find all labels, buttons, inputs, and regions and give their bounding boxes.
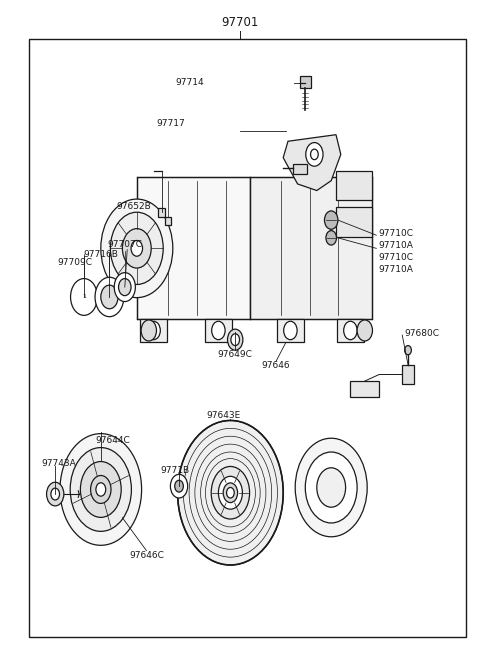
Circle shape <box>317 468 346 507</box>
Polygon shape <box>336 171 372 200</box>
Circle shape <box>122 229 151 268</box>
Text: 97646: 97646 <box>262 361 290 371</box>
Polygon shape <box>277 319 304 342</box>
Circle shape <box>96 483 106 496</box>
Circle shape <box>305 452 357 523</box>
Circle shape <box>405 346 411 355</box>
Circle shape <box>60 434 142 545</box>
Polygon shape <box>350 381 379 397</box>
Polygon shape <box>250 177 372 319</box>
Polygon shape <box>283 135 341 191</box>
Circle shape <box>80 461 121 518</box>
Polygon shape <box>205 319 232 342</box>
Text: 97646C: 97646C <box>129 551 164 560</box>
Circle shape <box>218 476 242 509</box>
Circle shape <box>91 476 111 503</box>
Polygon shape <box>402 365 414 384</box>
Polygon shape <box>158 208 171 225</box>
Text: 97701: 97701 <box>221 16 259 30</box>
Circle shape <box>284 321 297 340</box>
Circle shape <box>47 482 64 506</box>
Text: 97652B: 97652B <box>117 202 151 212</box>
Circle shape <box>227 487 234 498</box>
Text: 97710C: 97710C <box>378 253 413 262</box>
Text: 97709C: 97709C <box>57 258 92 267</box>
Circle shape <box>131 240 143 256</box>
Polygon shape <box>336 207 372 237</box>
Circle shape <box>178 420 283 565</box>
Text: 97680C: 97680C <box>404 328 439 338</box>
Text: 97714: 97714 <box>175 78 204 87</box>
Text: 9771B: 9771B <box>161 466 190 475</box>
Text: 97717: 97717 <box>156 119 185 128</box>
Text: 97716B: 97716B <box>84 250 118 260</box>
Circle shape <box>223 483 238 503</box>
Circle shape <box>326 231 336 245</box>
Circle shape <box>295 438 367 537</box>
Text: 97643E: 97643E <box>206 411 240 420</box>
Circle shape <box>110 212 163 284</box>
Text: 97644C: 97644C <box>96 436 130 445</box>
Text: 97710C: 97710C <box>378 229 413 238</box>
Circle shape <box>147 321 160 340</box>
Circle shape <box>228 329 243 350</box>
Circle shape <box>306 143 323 166</box>
Circle shape <box>114 273 135 302</box>
Text: 97649C: 97649C <box>218 350 252 359</box>
Circle shape <box>231 334 240 346</box>
Circle shape <box>71 279 97 315</box>
Ellipse shape <box>79 288 89 306</box>
Circle shape <box>70 447 132 532</box>
Text: 1: 1 <box>82 294 86 300</box>
Circle shape <box>101 199 173 298</box>
Text: 97710A: 97710A <box>378 265 413 274</box>
Circle shape <box>95 277 124 317</box>
Circle shape <box>170 474 188 498</box>
Polygon shape <box>337 319 364 342</box>
Polygon shape <box>140 319 167 342</box>
Circle shape <box>212 321 225 340</box>
Polygon shape <box>293 164 307 174</box>
Circle shape <box>175 480 183 492</box>
Polygon shape <box>300 76 311 88</box>
Circle shape <box>51 488 60 500</box>
Circle shape <box>344 321 357 340</box>
Text: 97710A: 97710A <box>378 241 413 250</box>
Polygon shape <box>137 177 250 319</box>
Circle shape <box>324 211 338 229</box>
Circle shape <box>101 285 118 309</box>
Text: 97707C: 97707C <box>108 240 142 249</box>
Ellipse shape <box>74 280 94 314</box>
Circle shape <box>141 320 156 341</box>
Circle shape <box>357 320 372 341</box>
Circle shape <box>119 279 131 296</box>
Circle shape <box>211 466 250 519</box>
Ellipse shape <box>164 226 171 233</box>
Text: 97743A: 97743A <box>41 459 76 468</box>
